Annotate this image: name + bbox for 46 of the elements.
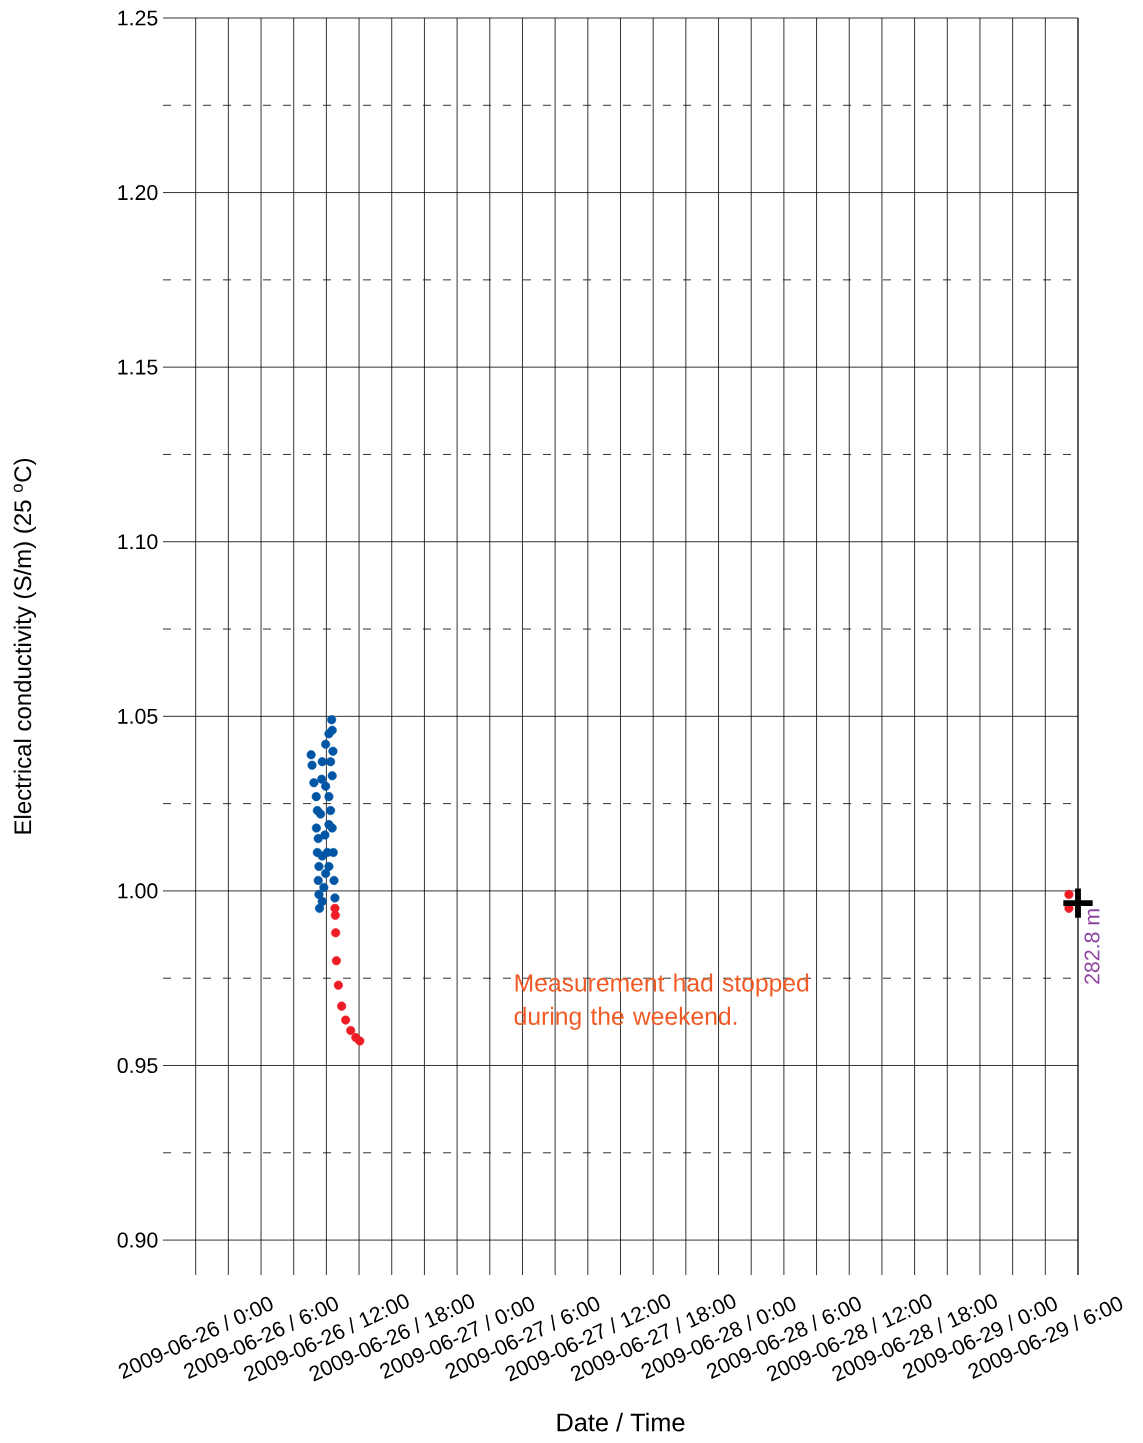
point <box>341 1015 351 1025</box>
point <box>317 757 327 767</box>
point <box>326 806 336 816</box>
point <box>321 868 331 878</box>
point <box>327 725 337 735</box>
point <box>326 757 336 767</box>
y-tick-label: 0.90 <box>117 1232 158 1248</box>
point <box>330 893 340 903</box>
point <box>1064 889 1074 899</box>
y-tick-label: 1.20 <box>118 185 158 201</box>
point <box>319 882 329 892</box>
point <box>333 980 343 990</box>
x-axis-title: Date / Time <box>557 1412 685 1432</box>
annotation: 282.8 m <box>1084 909 1100 984</box>
point <box>337 1001 347 1011</box>
y-tick-label: 0.95 <box>117 1057 158 1074</box>
point <box>311 823 321 833</box>
point <box>320 830 330 840</box>
point <box>314 861 324 872</box>
point <box>317 896 327 906</box>
point <box>311 792 321 802</box>
y-tick-label: 1.15 <box>118 359 158 375</box>
point <box>309 778 319 788</box>
point <box>317 774 327 784</box>
point <box>313 875 323 885</box>
point <box>327 715 337 725</box>
point <box>331 928 341 938</box>
point <box>316 809 326 819</box>
point <box>328 746 338 756</box>
point <box>307 760 317 770</box>
point <box>324 792 334 802</box>
point <box>327 771 337 781</box>
point <box>331 956 341 966</box>
y-tick-label: 1.10 <box>118 534 158 550</box>
y-tick-label: 1.05 <box>118 708 158 724</box>
point <box>321 781 331 791</box>
point <box>330 910 340 920</box>
point <box>346 1026 356 1036</box>
point <box>324 861 334 872</box>
point <box>355 1036 365 1046</box>
point <box>329 875 339 885</box>
y-tick-label: 1.00 <box>118 883 158 899</box>
point <box>321 739 331 749</box>
y-axis-title: Electrical conductivity (S/m) (25 $^{o}$C) <box>13 458 37 834</box>
y-tick-label: 1.25 <box>118 10 158 26</box>
point <box>306 750 316 760</box>
